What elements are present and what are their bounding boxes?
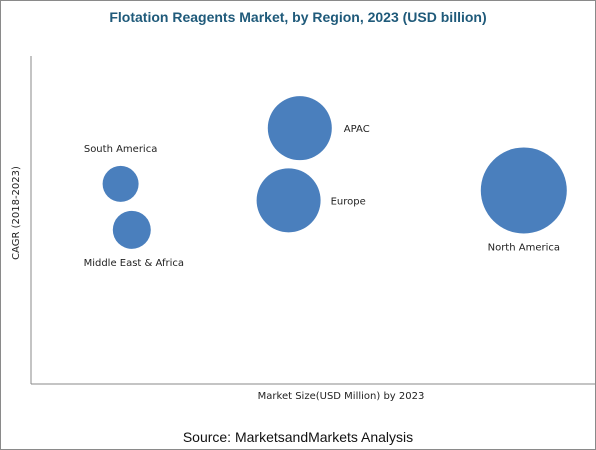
bubble-apac [267,96,332,161]
bubbles-group: APAC Europe North America South America Midd… [84,96,567,269]
bubble-label-apac: APAC [344,124,370,135]
y-axis-label: CAGR (2018-2023) [11,166,22,260]
bubble-europe [256,168,321,233]
x-axis-label: Market Size(USD Million) by 2023 [258,391,425,402]
source-note: Source: MarketsandMarkets Analysis [182,429,414,445]
chart-title: Flotation Reagents Market, by Region, 20… [109,9,487,25]
bubble-label-europe: Europe [331,196,366,207]
bubble-north-america [480,147,567,234]
bubble-label-middle-east-africa: Middle East & Africa [84,258,184,269]
bubble-label-south-america: South America [84,144,158,155]
bubble-label-north-america: North America [488,242,560,253]
bubble-chart: CAGR (2018-2023) Market Size(USD Million… [11,56,595,402]
bubble-south-america [102,165,139,202]
bubble-middle-east-africa [112,210,151,249]
